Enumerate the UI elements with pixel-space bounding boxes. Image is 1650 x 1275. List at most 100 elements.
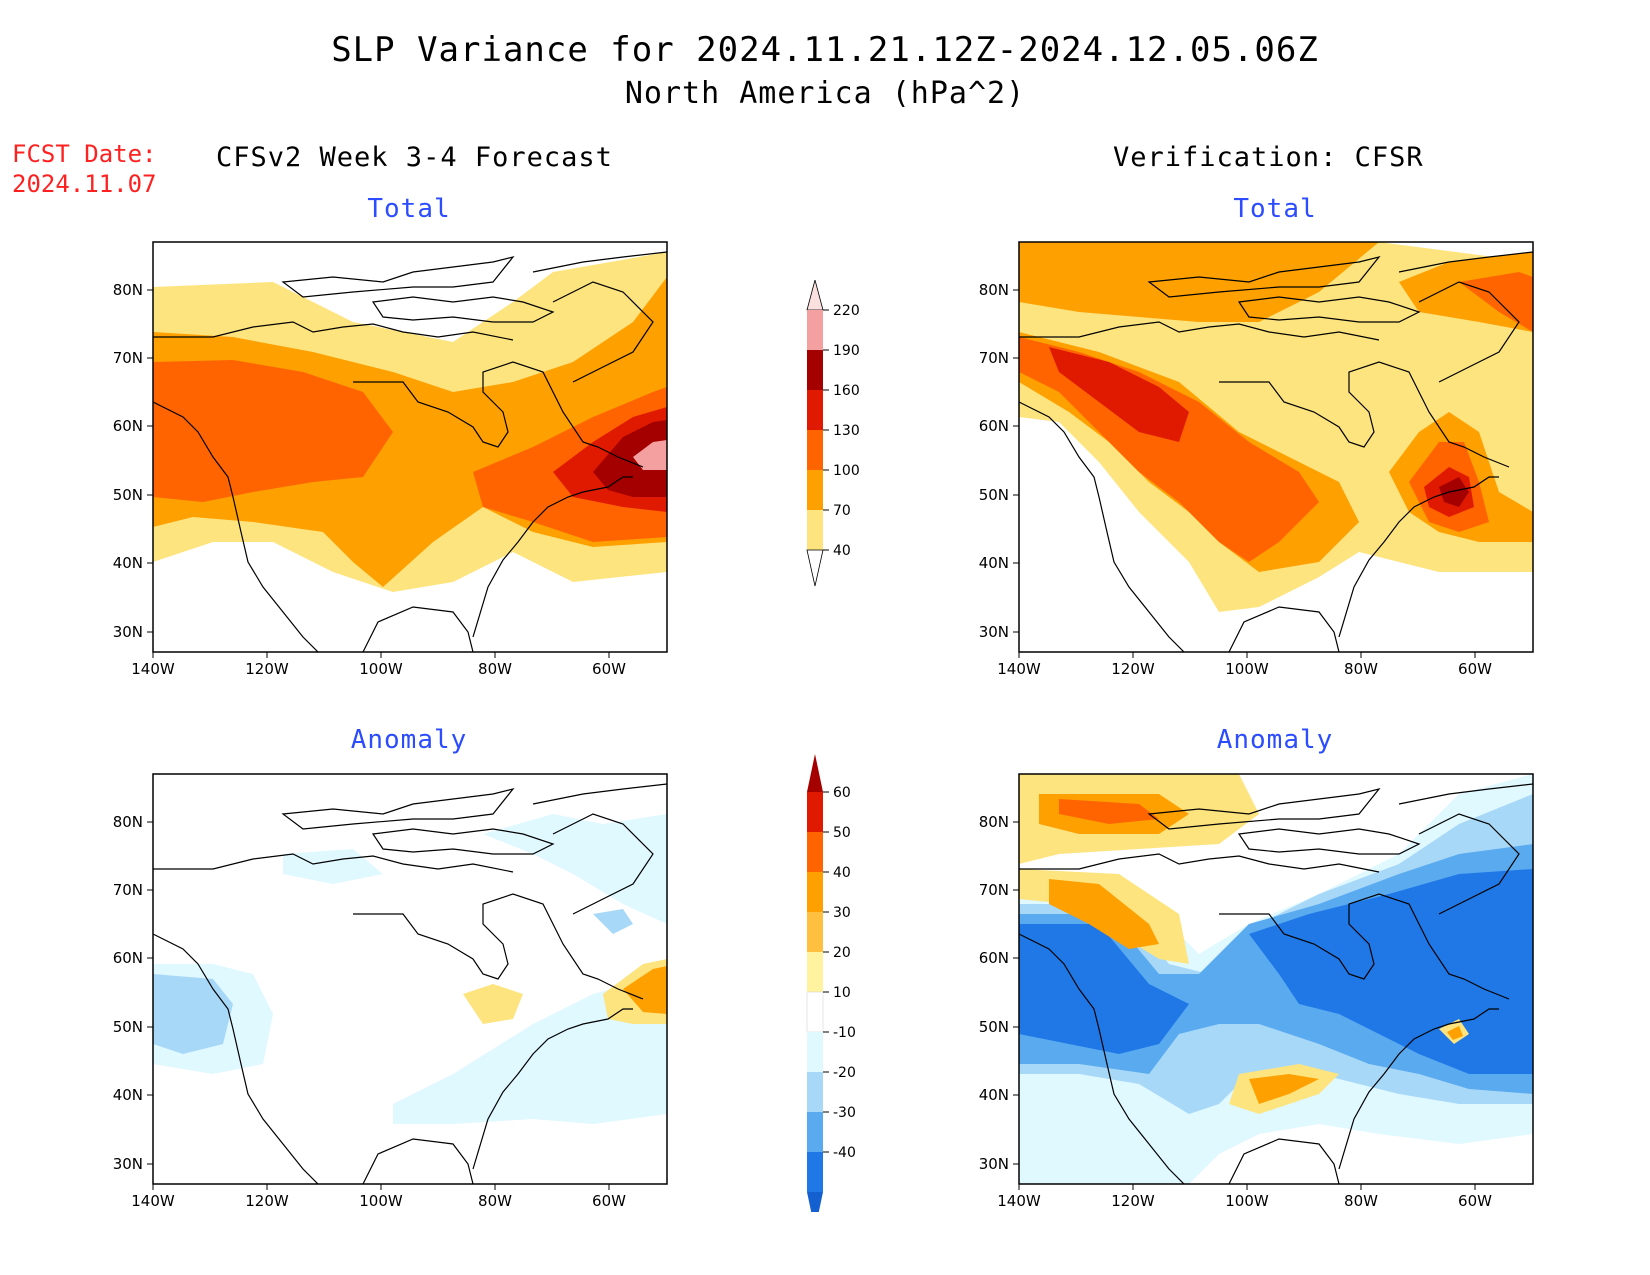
lat-label: 30N [113,1155,143,1173]
fcst-total-subtitle: Total [367,194,451,224]
lat-label: 80N [113,813,143,831]
contour-region [1447,1026,1463,1040]
lat-label: 80N [979,281,1009,299]
lat-label: 60N [113,417,143,435]
colorbar-box [807,832,823,872]
lon-label: 80W [1344,660,1378,678]
map-area: 80N 70N 60N 50N 40N 30N 140W 120W 100W 80W 60W [113,773,668,1210]
lat-label: 50N [113,1018,143,1036]
colorbar-box [807,1112,823,1152]
colorbar-label: 40 [833,865,851,881]
lon-label: 100W [1225,1192,1269,1210]
contour-fills [153,252,667,592]
colorbar-label: 160 [833,383,860,399]
colorbar-box [807,510,823,550]
colorbar-label: 50 [833,825,851,841]
contour-region [1059,799,1159,824]
lon-label: 120W [1111,1192,1155,1210]
contour-region [463,984,523,1024]
contour-region [1019,924,1189,1054]
lat-label: 60N [979,949,1009,967]
verif-anomaly-subtitle: Anomaly [1216,725,1334,755]
lon-label: 80W [1344,1192,1378,1210]
lat-label: 80N [113,281,143,299]
main-subtitle: North America (hPa^2) [624,76,1026,111]
colorbar-box [807,1152,823,1192]
right-column-heading: Verification: CFSR [1113,142,1424,173]
lon-label: 60W [592,1192,626,1210]
forecast-date-label: FCST Date: [12,140,157,168]
lat-label: 30N [979,1155,1009,1173]
contour-region [1019,242,1379,322]
lon-label: 120W [1111,660,1155,678]
colorbar-label: -30 [833,1105,856,1121]
left-column-heading: CFSv2 Week 3-4 Forecast [216,142,613,173]
contour-region [593,909,633,934]
lat-label: 70N [113,349,143,367]
contour-fills [1019,242,1533,612]
lon-label: 60W [592,660,626,678]
contour-region [393,974,667,1124]
verif-total-map: 80N 70N 60N 50N 40N 30N 140W 120W 100W 80W 60W [979,241,1534,678]
map-area: 80N 70N 60N 50N 40N 30N 140W 120W 100W 80W 60W [979,241,1534,678]
colorbar-label: -10 [833,1025,856,1041]
colorbar-label: 220 [833,303,860,319]
colorbar-cap-bottom [807,1192,823,1212]
colorbar-box [807,912,823,952]
lat-label: 30N [113,623,143,641]
lat-label: 40N [113,1086,143,1104]
lon-label: 60W [1458,1192,1492,1210]
verif-anomaly-map: 80N 70N 60N 50N 40N 30N 140W 120W 100W 80W 60W [979,773,1534,1210]
map-area: 80N 70N 60N 50N 40N 30N 140W 120W 100W 80W 60W [979,773,1534,1210]
colorbar-label: 100 [833,463,860,479]
lon-label: 60W [1458,660,1492,678]
contour-region [1019,242,1533,612]
coastline [153,251,667,652]
colorbar-box [806,991,824,1033]
lat-label: 30N [979,623,1009,641]
verif-total-subtitle: Total [1233,194,1317,224]
main-title: SLP Variance for 2024.11.21.12Z-2024.12.… [331,30,1319,70]
lat-label: 60N [979,417,1009,435]
colorbar-box [807,792,823,832]
lon-label: 140W [997,660,1041,678]
lon-label: 140W [997,1192,1041,1210]
coastline [153,783,667,1184]
contour-region [1049,879,1159,949]
colorbar-label: 20 [833,945,851,961]
lat-label: 70N [113,881,143,899]
lat-label: 80N [979,813,1009,831]
colorbar-box [807,1032,823,1072]
contour-region [593,420,667,497]
map-frame [152,241,668,653]
colorbar-label: 130 [833,423,860,439]
colorbar-label: 10 [833,985,851,1001]
colorbar-label: -20 [833,1065,856,1081]
fcst-anomaly-subtitle: Anomaly [350,725,468,755]
lon-label: 140W [131,1192,175,1210]
colorbar-label: 190 [833,343,860,359]
colorbar-box [807,350,823,390]
colorbar-box [807,1072,823,1112]
map-frame [1018,241,1534,653]
colorbar-cap-top [807,754,823,792]
forecast-date-value: 2024.11.07 [12,170,157,198]
lon-label: 120W [245,660,289,678]
lat-label: 50N [113,486,143,504]
colorbar-box [807,952,823,992]
colorbar-cap-top [806,280,824,311]
contour-fills [153,814,667,1124]
lon-label: 80W [478,660,512,678]
fcst-total-map: 80N 70N 60N 50N 40N 30N 140W 120W 100W 80W 60W [113,241,668,678]
lat-label: 70N [979,349,1009,367]
anomaly-colorbar: 60 50 40 30 20 10 -10 -20 -30 -40 [806,754,856,1212]
total-colorbar: 40 70 100 130 160 190 220 [806,280,860,587]
contour-region [1049,347,1189,442]
colorbar-cap-bottom [806,549,824,587]
lon-label: 100W [359,660,403,678]
lat-label: 40N [113,554,143,572]
lon-label: 80W [478,1192,512,1210]
lon-label: 100W [1225,660,1269,678]
map-frame [152,773,668,1185]
lat-label: 70N [979,881,1009,899]
